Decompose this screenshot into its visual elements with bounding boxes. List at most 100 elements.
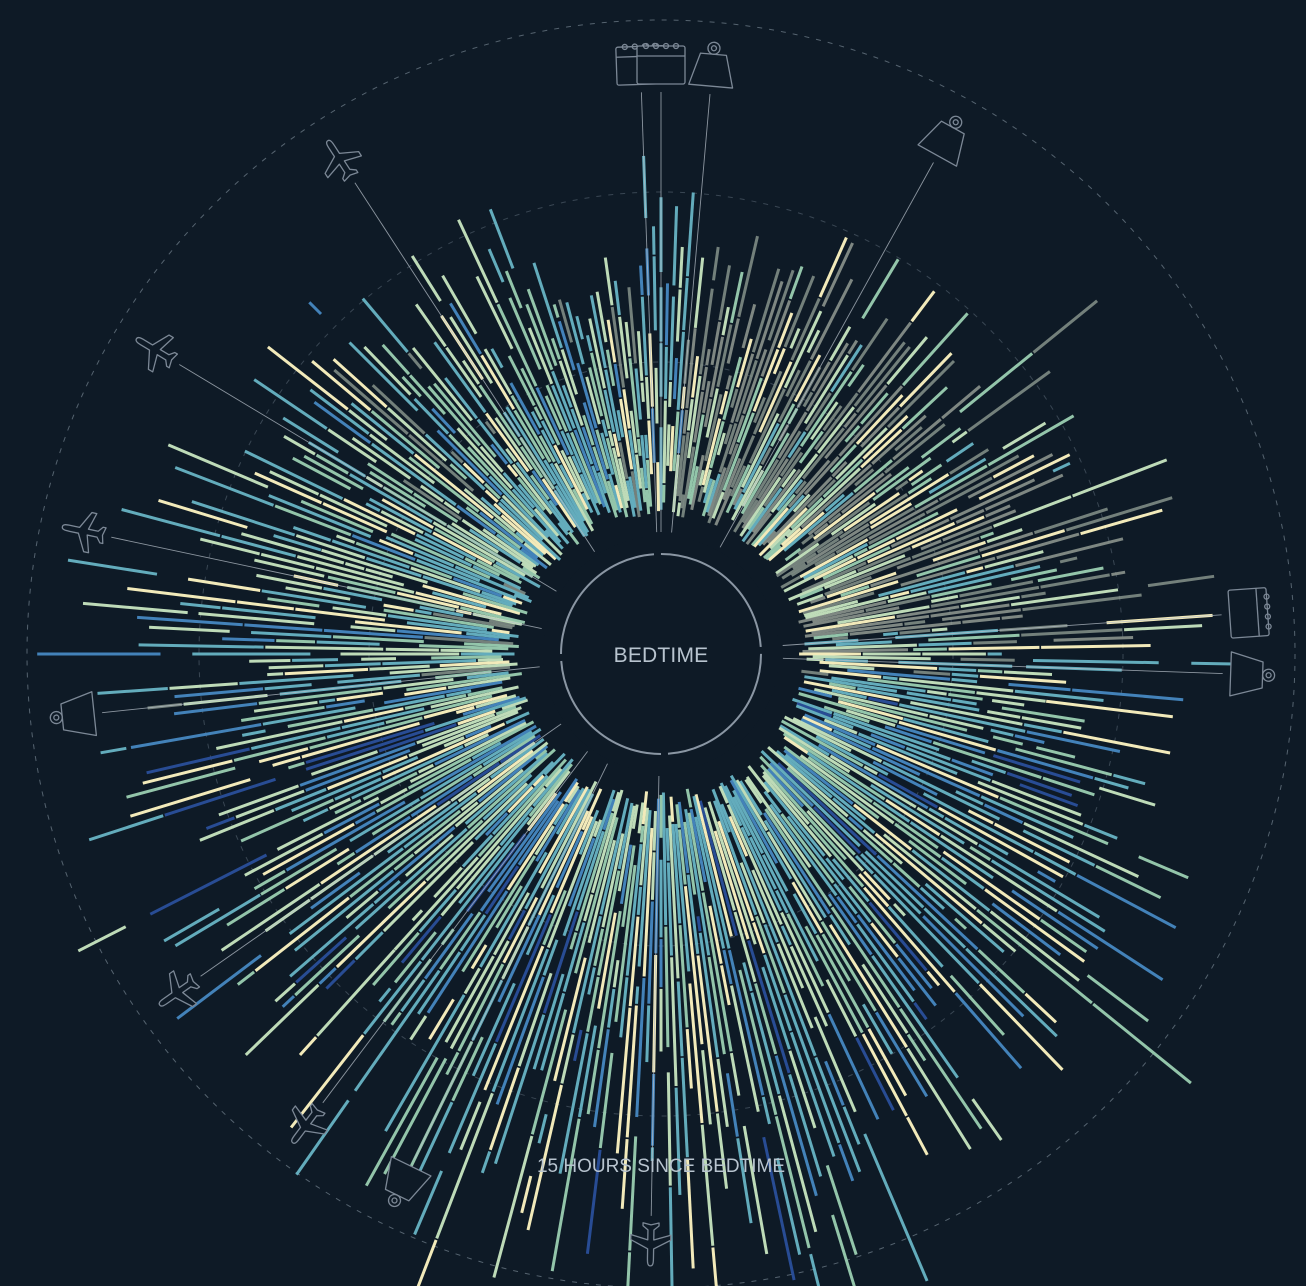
sleep-bar [777, 360, 812, 423]
sleep-bar [598, 1052, 614, 1149]
sleep-bar [607, 988, 616, 1028]
sleep-bar [627, 287, 638, 364]
sleep-bar [849, 621, 961, 636]
sleep-bar [493, 502, 557, 561]
sleep-bar [490, 737, 545, 779]
sleep-bar [558, 360, 584, 426]
sleep-bar [760, 750, 861, 848]
sleep-bar [831, 1214, 856, 1286]
sleep-bar [254, 896, 350, 972]
sleep-bar [421, 706, 522, 748]
sleep-bar [928, 633, 1020, 642]
sleep-bar [855, 394, 904, 445]
sleep-bar [354, 815, 411, 854]
sleep-bar [751, 268, 781, 353]
sleep-bar [449, 316, 494, 384]
sleep-bar [454, 768, 524, 828]
sleep-bar [597, 910, 622, 1049]
sleep-bar [562, 922, 586, 993]
sleep-bar [736, 1138, 753, 1224]
sleep-bar [853, 341, 906, 407]
sleep-bar [302, 807, 329, 823]
sleep-bar [664, 283, 669, 346]
sleep-bar [480, 496, 502, 516]
sleep-bar [515, 531, 545, 557]
sleep-bar [1080, 508, 1163, 536]
sleep-bar [553, 957, 587, 1082]
sleep-bar [1033, 507, 1109, 535]
sleep-bar [829, 754, 917, 809]
sleep-bar [796, 593, 824, 606]
sleep-bar [272, 755, 301, 767]
sleep-bar [478, 384, 522, 447]
sleep-bar [464, 751, 549, 825]
sleep-bar [853, 459, 893, 494]
sleep-bar [835, 506, 915, 554]
sleep-bar [540, 780, 598, 889]
sleep-bar [433, 527, 496, 564]
sleep-bar [199, 537, 260, 556]
sleep-bar [693, 257, 705, 329]
sleep-bar [866, 521, 956, 564]
sleep-bar [393, 856, 480, 951]
sleep-bar [470, 944, 488, 970]
sleep-bar [955, 508, 985, 524]
sleep-bar [167, 443, 269, 489]
sleep-bar [803, 599, 859, 618]
sleep-bar [763, 790, 782, 814]
sleep-bar [574, 817, 619, 974]
sleep-bar [808, 643, 917, 651]
sleep-bar [506, 803, 565, 891]
sleep-bar [802, 591, 875, 615]
sleep-bar [783, 994, 841, 1144]
sleep-bar [979, 674, 1067, 684]
sleep-bar [996, 532, 1080, 560]
sleep-bar [875, 1011, 929, 1098]
sleep-bar [169, 682, 238, 690]
sleep-bar [863, 765, 878, 776]
sleep-bar [476, 418, 514, 465]
sleep-bar [862, 828, 903, 865]
sleep-bar [1010, 588, 1119, 607]
sleep-bar [1037, 566, 1104, 583]
sleep-bar [449, 940, 510, 1050]
sleep-bar [448, 433, 490, 477]
sleep-bar [313, 400, 372, 445]
sleep-bar [820, 921, 877, 1012]
sleep-bar [419, 605, 464, 617]
sleep-bar [174, 893, 261, 948]
sleep-bar [254, 471, 323, 505]
sleep-bar [645, 459, 653, 507]
sleep-bar [174, 687, 264, 699]
sleep-bar [775, 749, 833, 799]
sleep-bar [493, 517, 525, 544]
sleep-bar [728, 815, 749, 857]
sleep-bar [832, 636, 849, 641]
sleep-bar [551, 370, 576, 429]
sleep-bar [857, 732, 958, 775]
sleep-bar [809, 278, 854, 360]
sleep-bar [757, 494, 805, 547]
sleep-bar [868, 499, 939, 541]
sleep-bar [384, 994, 466, 1132]
sleep-bar [309, 716, 423, 750]
sleep-bar [628, 429, 643, 511]
sleep-bar [385, 536, 455, 568]
sleep-bar [589, 295, 607, 369]
sleep-bar [711, 788, 731, 833]
sleep-bar [149, 625, 230, 633]
sleep-bar [593, 819, 603, 838]
sleep-bar [762, 1136, 796, 1281]
sleep-bar [617, 458, 630, 502]
sleep-bar [896, 536, 980, 570]
sleep-bar [829, 326, 852, 362]
sleep-bar [722, 949, 733, 985]
sleep-bar [554, 485, 589, 537]
sleep-bar [1040, 918, 1088, 954]
sleep-bar [1032, 299, 1099, 354]
sleep-bar [526, 770, 571, 826]
sleep-bar [282, 416, 339, 454]
sleep-bar [221, 534, 297, 558]
sleep-bar [906, 691, 952, 702]
sleep-bar [488, 619, 515, 628]
